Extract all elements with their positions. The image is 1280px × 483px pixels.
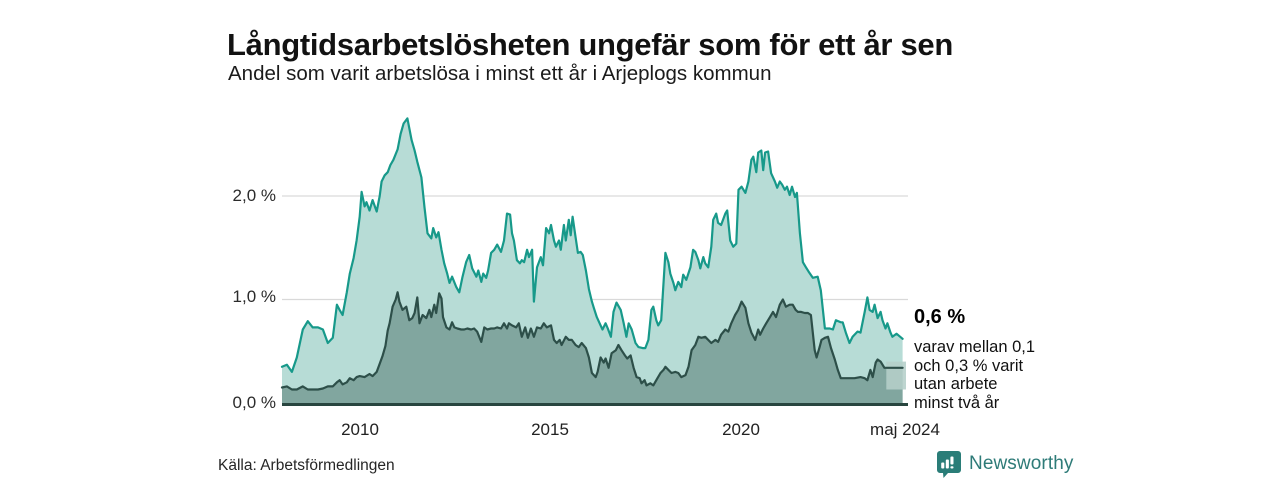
newsworthy-wordmark: Newsworthy [969, 453, 1074, 474]
x-tick-label-maj-2024: maj 2024 [870, 420, 940, 439]
annotation-line-3: utan arbete [914, 375, 998, 394]
annotation-line-1: varav mellan 0,1 [914, 338, 1036, 356]
y-tick-label-1: 1,0 % [232, 287, 276, 306]
annotation-line-4: minst två år [914, 393, 1000, 412]
x-tick-label-2010: 2010 [341, 420, 379, 439]
x-tick-label-2015: 2015 [531, 420, 569, 439]
page-title: Långtidsarbetslösheten ungefär som för e… [227, 26, 954, 62]
chart-subtitle: Andel som varit arbetslösa i minst ett å… [228, 62, 772, 85]
newsworthy-logo: Newsworthy [936, 450, 1073, 478]
x-tick-label-2020: 2020 [722, 420, 760, 439]
y-tick-label-0: 0,0 % [232, 393, 276, 412]
end-value-label: 0,6 % [914, 306, 966, 328]
source-credit: Källa: Arbetsförmedlingen [218, 457, 395, 474]
annotation-line-2: och 0,3 % varit [914, 356, 1024, 375]
y-tick-label-2: 2,0 % [232, 186, 276, 205]
end-annotation: 0,6 % varav mellan 0,1 och 0,3 % varit u… [914, 306, 1074, 412]
newsworthy-bubble-chart-icon [936, 450, 962, 478]
